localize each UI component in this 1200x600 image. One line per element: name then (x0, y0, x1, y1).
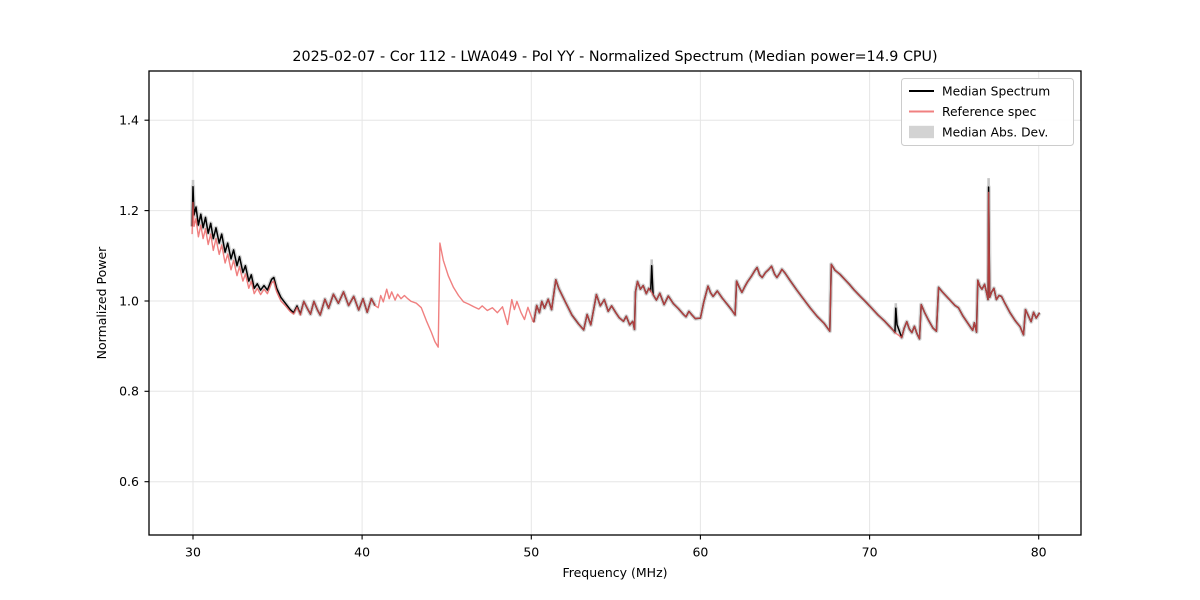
axes-spines (148, 70, 1082, 536)
legend-box (901, 78, 1074, 146)
legend-label-median-abs-dev: Median Abs. Dev. (942, 125, 1048, 139)
x-tick-label-70: 70 (862, 545, 878, 560)
legend-patch-median-abs-dev (909, 125, 934, 139)
tick-layer: 30 40 50 60 70 80 0.6 0.8 1.0 1.2 1.4 (119, 113, 1047, 560)
series-layer (190, 178, 1042, 348)
x-tick-label-80: 80 (1031, 545, 1047, 560)
legend-label-reference-spec: Reference spec (942, 105, 1036, 119)
x-tick-label-30: 30 (185, 545, 201, 560)
legend: Median Spectrum Reference spec Median Ab… (901, 78, 1074, 146)
x-tick-label-50: 50 (523, 545, 539, 560)
legend-label-median-spectrum: Median Spectrum (942, 84, 1050, 98)
y-tick-label-0.8: 0.8 (119, 384, 139, 399)
x-tick-label-60: 60 (692, 545, 708, 560)
reference-spec-line-0 (191, 191, 1041, 348)
legend-item-median-abs-dev: Median Abs. Dev. (909, 125, 1048, 139)
chart-title: 2025-02-07 - Cor 112 - LWA049 - Pol YY -… (292, 49, 937, 65)
x-tick-label-40: 40 (354, 545, 370, 560)
y-axis-label: Normalized Power (94, 246, 109, 360)
grid-lines (149, 71, 1081, 535)
y-tick-label-1.2: 1.2 (119, 203, 139, 218)
y-tick-label-0.6: 0.6 (119, 474, 139, 489)
legend-item-median-spectrum: Median Spectrum (909, 84, 1050, 98)
x-axis-label: Frequency (MHz) (562, 565, 667, 580)
y-tick-label-1.0: 1.0 (119, 293, 139, 308)
legend-item-reference-spec: Reference spec (909, 105, 1036, 119)
y-tick-label-1.4: 1.4 (119, 113, 139, 128)
